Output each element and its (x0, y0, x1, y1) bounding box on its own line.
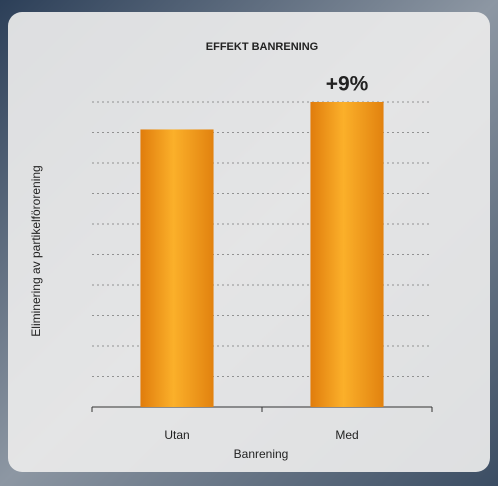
x-axis-label: Banrening (234, 447, 289, 461)
y-axis-label: Eliminering av partikelförorening (29, 165, 43, 336)
page: {"chart_data": {"type": "bar", "title": … (0, 0, 498, 486)
chart-title: EFFEKT BANRENING (206, 41, 318, 53)
chart: EFFEKT BANRENING Eliminering av partikel… (0, 0, 498, 486)
x-tick-label: Utan (164, 428, 189, 442)
panel (8, 12, 490, 472)
annotation: +9% (326, 73, 369, 96)
x-tick-label: Med (335, 428, 358, 442)
bar (310, 102, 383, 407)
bar (140, 129, 213, 407)
